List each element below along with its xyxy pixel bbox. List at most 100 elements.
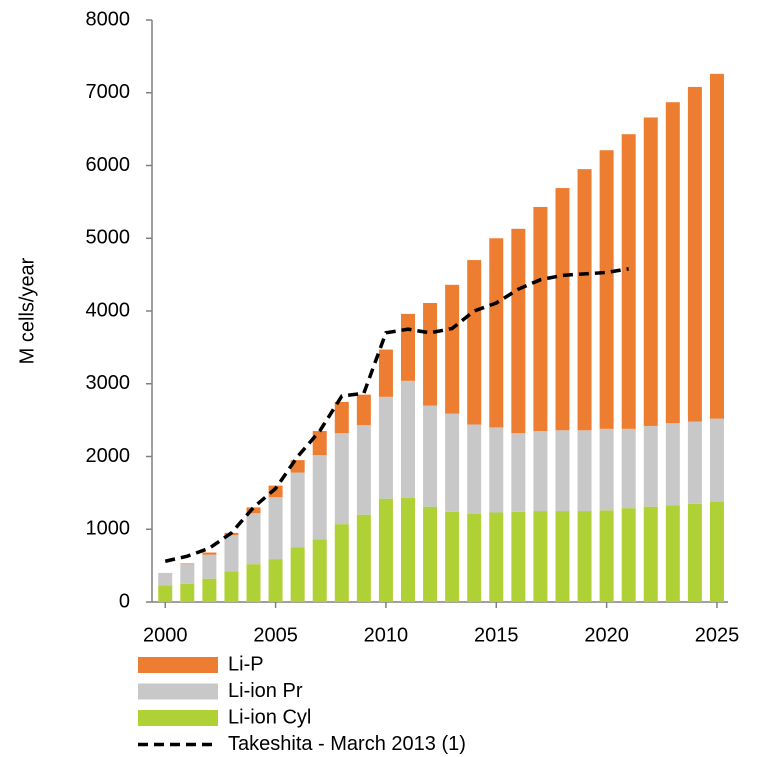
bar-segment: [445, 284, 460, 414]
bar-segment: [202, 578, 217, 602]
bar-segment: [489, 427, 504, 513]
bar-segment: [643, 506, 658, 602]
bar-segment: [599, 150, 614, 429]
legend-label: Li-ion Cyl: [228, 706, 311, 728]
y-tick-label: 5000: [86, 227, 131, 249]
bar-segment: [202, 554, 217, 579]
legend-swatch: [138, 683, 218, 700]
bar-segment: [555, 188, 570, 431]
bar-segment: [445, 413, 460, 512]
bar-segment: [489, 238, 504, 428]
bar-segment: [290, 547, 305, 602]
x-tick-label: 2025: [695, 624, 740, 646]
bar-segment: [401, 380, 415, 498]
bar-segment: [533, 431, 548, 512]
bar-segment: [356, 514, 371, 602]
bar-segment: [533, 206, 548, 432]
bar-segment: [621, 134, 636, 429]
bar-segment: [312, 539, 327, 602]
bar-segment: [555, 430, 570, 512]
bar-segment: [312, 431, 327, 456]
bar-segment: [290, 472, 305, 548]
y-tick-label: 2000: [86, 445, 131, 467]
bar-segment: [467, 513, 482, 602]
bar-segment: [467, 424, 482, 514]
bar-segment: [445, 511, 460, 602]
bar-segment: [577, 430, 592, 512]
bar-segment: [378, 396, 393, 499]
bar-segment: [312, 455, 327, 540]
bar-segment: [511, 228, 526, 434]
bar-segment: [643, 117, 658, 426]
bar-segment: [180, 583, 195, 602]
bar-segment: [599, 510, 614, 602]
bar-segment: [533, 511, 548, 602]
x-tick-label: 2020: [584, 624, 629, 646]
bar-segment: [378, 349, 393, 397]
bar-segment: [334, 433, 349, 525]
bar-segment: [687, 86, 702, 422]
bar-segment: [401, 497, 415, 602]
bar-segment: [334, 401, 349, 434]
bar-segment: [180, 564, 195, 584]
bar-segment: [511, 511, 526, 602]
bar-segment: [577, 511, 592, 602]
y-tick-label: 3000: [86, 372, 131, 394]
bar-segment: [577, 169, 592, 431]
x-tick-label: 2010: [364, 624, 409, 646]
bar-segment: [467, 260, 482, 425]
x-tick-label: 2000: [143, 624, 188, 646]
legend-label: Takeshita - March 2013 (1): [228, 733, 466, 755]
bar-segment: [423, 302, 438, 406]
bar-segment: [224, 535, 239, 572]
bar-segment: [378, 498, 393, 602]
y-tick-label: 4000: [86, 299, 131, 321]
bar-segment: [158, 585, 173, 602]
bar-segment: [643, 425, 658, 507]
bar-segment: [356, 394, 371, 426]
legend-label: Li-P: [228, 653, 264, 675]
bar-segment: [423, 506, 438, 602]
bar-segment: [356, 425, 371, 515]
y-axis-label: M cells/year: [16, 257, 38, 364]
bar-segment: [665, 505, 680, 602]
bar-segment: [423, 405, 438, 507]
legend-swatch: [138, 657, 218, 673]
bar-segment: [665, 423, 680, 506]
bar-segment: [511, 433, 526, 512]
bar-segment: [246, 513, 261, 565]
y-tick-label: 8000: [86, 8, 131, 30]
y-tick-label: 0: [119, 590, 130, 612]
bar-segment: [709, 73, 724, 419]
bar-segment: [489, 512, 504, 602]
bar-segment: [268, 497, 283, 560]
line: [164, 267, 629, 563]
bar-segment: [709, 418, 724, 502]
y-tick-label: 6000: [86, 154, 131, 176]
bar-segment: [268, 485, 283, 498]
bar-segment: [665, 102, 680, 424]
y-tick-label: 1000: [86, 518, 131, 540]
bar-segment: [687, 503, 702, 602]
bar-segment: [599, 428, 614, 511]
bar-segment: [687, 421, 702, 504]
bar-segment: [246, 507, 261, 514]
legend-label: Li-ion Pr: [228, 680, 303, 702]
bar-segment: [224, 571, 239, 602]
bar-segment: [709, 501, 724, 602]
bar-segment: [246, 564, 261, 602]
bar-segment: [401, 313, 415, 381]
bar-segment: [202, 552, 217, 555]
x-tick-label: 2005: [253, 624, 298, 646]
bar-segment: [268, 559, 283, 602]
bar-segment: [158, 572, 173, 586]
bar-segment: [555, 511, 570, 602]
bar-segment: [180, 563, 195, 565]
x-tick-label: 2015: [474, 624, 519, 646]
y-tick-label: 7000: [86, 81, 131, 103]
bar-segment: [334, 524, 349, 602]
bar-segment: [621, 428, 636, 509]
legend-swatch: [138, 710, 218, 726]
bar-segment: [621, 508, 636, 602]
